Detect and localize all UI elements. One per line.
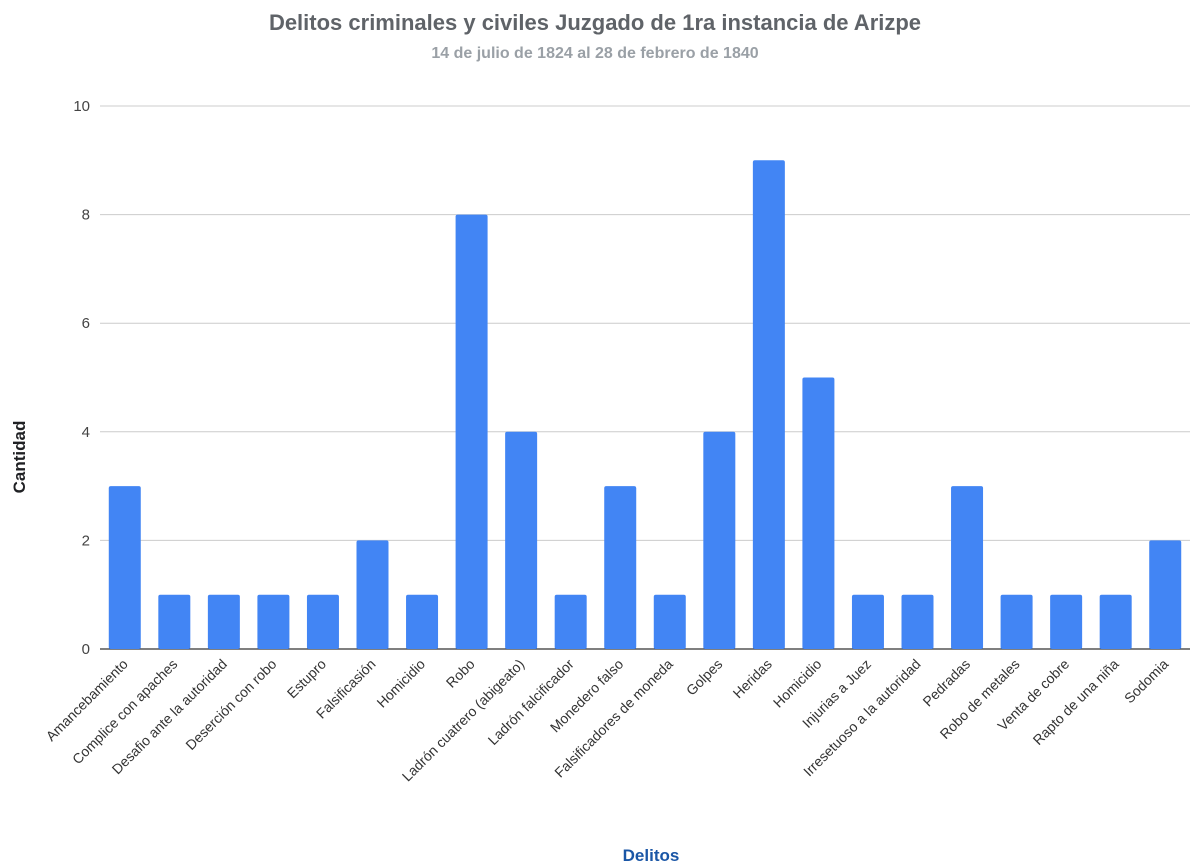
x-tick-label: Sodomia <box>1121 656 1172 707</box>
bar <box>406 594 439 649</box>
x-axis-label: Delitos <box>622 846 680 865</box>
y-tick-label: 6 <box>82 315 90 332</box>
x-tick-label: Estupro <box>284 656 330 702</box>
x-tick-label: Amancebamiento <box>43 656 132 745</box>
gridlines <box>100 105 1190 650</box>
bar <box>703 431 736 649</box>
bar <box>158 594 191 649</box>
x-tick-label: Robo <box>443 656 478 691</box>
bar <box>951 486 984 649</box>
bar <box>1050 594 1083 649</box>
bar <box>901 594 934 649</box>
x-tick-label: Rapto de una niña <box>1030 656 1122 748</box>
bar <box>653 594 686 649</box>
y-tick-label: 4 <box>82 424 90 441</box>
y-tick-label: 10 <box>73 98 90 115</box>
y-tick-labels: 0 2 4 6 8 10 <box>73 98 90 658</box>
bar <box>356 540 389 649</box>
bar <box>554 594 587 649</box>
bar <box>1149 540 1182 649</box>
bar <box>505 431 538 649</box>
chart-title: Delitos criminales y civiles Juzgado de … <box>268 10 922 35</box>
x-tick-label: Heridas <box>730 656 775 701</box>
bar <box>802 377 835 649</box>
chart-subtitle: 14 de julio de 1824 al 28 de febrero de … <box>431 45 759 62</box>
bar <box>455 214 488 649</box>
bars <box>108 160 1182 650</box>
y-tick-label: 0 <box>82 641 90 658</box>
y-tick-label: 8 <box>82 207 90 224</box>
bar <box>257 594 290 649</box>
x-tick-label: Homicidio <box>373 656 428 711</box>
bar <box>108 486 141 649</box>
bar <box>752 160 785 650</box>
x-tick-label: Ladrón falcificador <box>485 656 577 748</box>
x-tick-label: Deserción con robo <box>182 656 279 753</box>
bar <box>604 486 637 649</box>
bar <box>1000 594 1033 649</box>
bar <box>306 594 339 649</box>
x-tick-label: Golpes <box>683 656 726 699</box>
bar <box>851 594 884 649</box>
bar <box>207 594 240 649</box>
y-tick-label: 2 <box>82 532 90 549</box>
bar <box>1099 594 1132 649</box>
